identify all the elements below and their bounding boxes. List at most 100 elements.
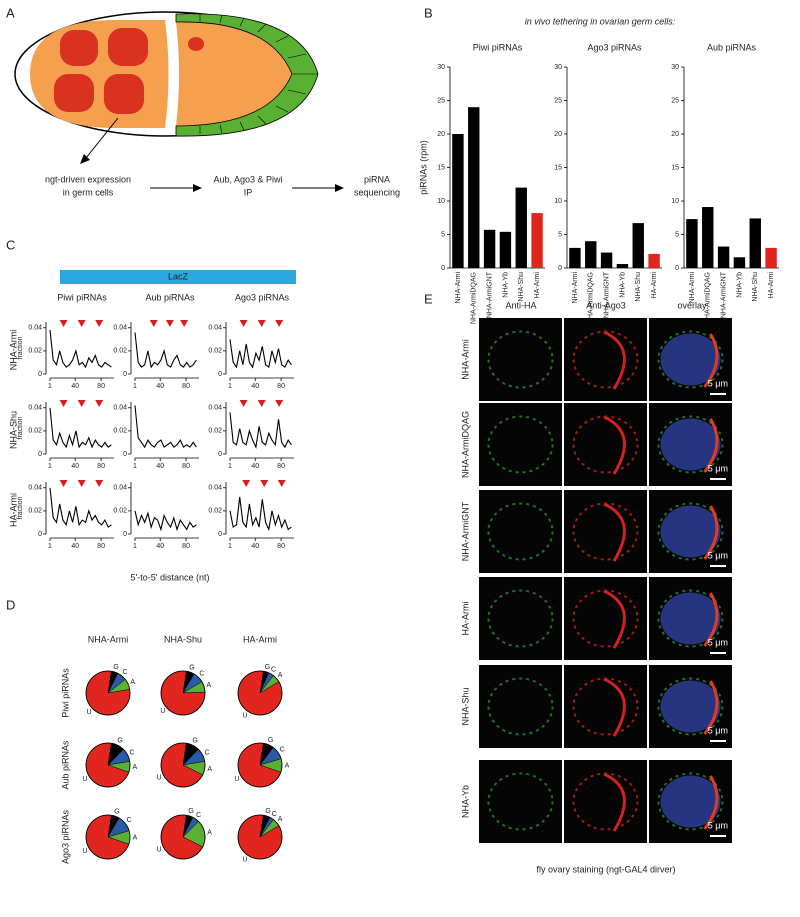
x-tick-label: HA-Armi [651, 272, 658, 299]
phasing-marker [77, 320, 86, 327]
y-tick-label: 5 [675, 231, 679, 238]
micrograph: 5 μm [649, 403, 732, 486]
x-tick-label: NHA-Yb [502, 272, 509, 298]
row-label: NHA-Shu [460, 687, 470, 725]
column-header: Anti-HA [505, 300, 536, 310]
y-tick-label: 0.04 [28, 405, 42, 412]
y-tick-label: 0.02 [208, 348, 222, 355]
bar [632, 223, 644, 268]
phasing-marker [95, 400, 104, 407]
caption: fly ovary staining (ngt-GAL4 dirver) [536, 864, 675, 874]
data-line [49, 487, 112, 528]
y-tick-label: 0.04 [208, 485, 222, 492]
slice-label: U [87, 709, 92, 716]
bar [733, 257, 746, 268]
slice-label: U [82, 776, 87, 783]
x-tick-label: 40 [251, 543, 259, 550]
y-tick-label: 15 [671, 164, 679, 171]
y-axis-label: piRNAs (rpm) [418, 140, 428, 195]
column-header: NHA-Shu [164, 634, 202, 644]
slice-label: U [82, 848, 87, 855]
y-tick-label: 0 [218, 451, 222, 458]
stain-arc [703, 775, 719, 830]
image-bg [479, 760, 562, 843]
y-tick-label: 30 [554, 64, 562, 71]
phasing-marker [275, 320, 284, 327]
stain-arc [603, 502, 626, 562]
data-line [134, 332, 197, 369]
x-tick-label: HA-Armi [768, 272, 775, 299]
bar [468, 107, 480, 268]
stain-ring [657, 589, 724, 648]
step-text: piRNA [364, 174, 390, 184]
y-tick-label: 25 [554, 97, 562, 104]
scale-bar-label: 5 μm [708, 820, 728, 830]
slice-label: C [204, 749, 209, 756]
x-tick-label: 1 [228, 543, 232, 550]
phasing-marker [149, 320, 158, 327]
micrograph [479, 490, 562, 573]
y-tick-label: 0 [675, 265, 679, 272]
x-tick-label: 80 [182, 543, 190, 550]
nucleus [660, 505, 721, 558]
panel-header: in vivo tethering in ovarian germ cells: [525, 16, 676, 26]
row-label: HA-Armi [8, 493, 18, 527]
y-tick-label: 0 [218, 531, 222, 538]
pie-outline [237, 814, 283, 860]
pie-outline [85, 670, 131, 716]
slice-label: A [207, 682, 212, 689]
x-tick-label: NHA-Yb [736, 272, 743, 298]
track-label: LacZ [168, 271, 189, 281]
chart-title: Aub piRNAs [707, 42, 757, 52]
micrograph [564, 403, 647, 486]
y-tick-label: 20 [437, 131, 445, 138]
scale-bar-label: 5 μm [708, 378, 728, 388]
nucleus [660, 592, 721, 645]
nucleus [660, 775, 721, 828]
y-tick-label: 0 [441, 265, 445, 272]
x-tick-label: NHA-Shu [752, 272, 759, 302]
phasing-marker [257, 400, 266, 407]
x-tick-label: NHA-ArmiDQAG [588, 272, 595, 324]
data-line [134, 510, 197, 532]
y-tick-label: 0 [38, 371, 42, 378]
x-tick-label: 1 [228, 463, 232, 470]
stain-ring [487, 330, 554, 389]
y-tick-label: 0.02 [28, 508, 42, 515]
y-tick-label: 0 [123, 451, 127, 458]
stain-arc [603, 415, 626, 475]
x-tick-label: NHA-Shu [518, 272, 525, 302]
y-tick-label: 25 [437, 97, 445, 104]
slice-label: G [192, 738, 197, 745]
slice-label: G [114, 808, 119, 815]
y-tick-label: 0.02 [113, 508, 127, 515]
x-tick-label: NHA-ArmiDQAG [705, 272, 712, 324]
micrograph: 5 μm [649, 760, 732, 843]
x-tick-label: 40 [71, 543, 79, 550]
micrograph [564, 577, 647, 660]
bar [600, 252, 613, 268]
data-line [49, 330, 112, 369]
y-tick-label: 0.02 [28, 348, 42, 355]
phasing-marker [277, 480, 286, 487]
bar [717, 246, 730, 268]
pie-outline [160, 814, 206, 860]
stain-ring [487, 502, 554, 561]
bar [585, 241, 597, 268]
micrograph: 5 μm [649, 665, 732, 748]
slice-label: C [196, 812, 201, 819]
slice-label: C [280, 747, 285, 754]
stain-arc [603, 772, 626, 832]
x-tick-label: HA-Armi [534, 272, 541, 299]
stain-arc [703, 505, 719, 560]
stain-ring [657, 415, 724, 474]
slice-label: A [278, 816, 283, 823]
image-bg [564, 577, 647, 660]
slice-label: C [271, 667, 276, 674]
x-tick-label: 80 [97, 463, 105, 470]
slice-label: C [129, 749, 134, 756]
phasing-marker [59, 400, 68, 407]
y-tick-label: 0.02 [113, 428, 127, 435]
bar [648, 253, 660, 268]
x-tick-label: 80 [277, 383, 285, 390]
